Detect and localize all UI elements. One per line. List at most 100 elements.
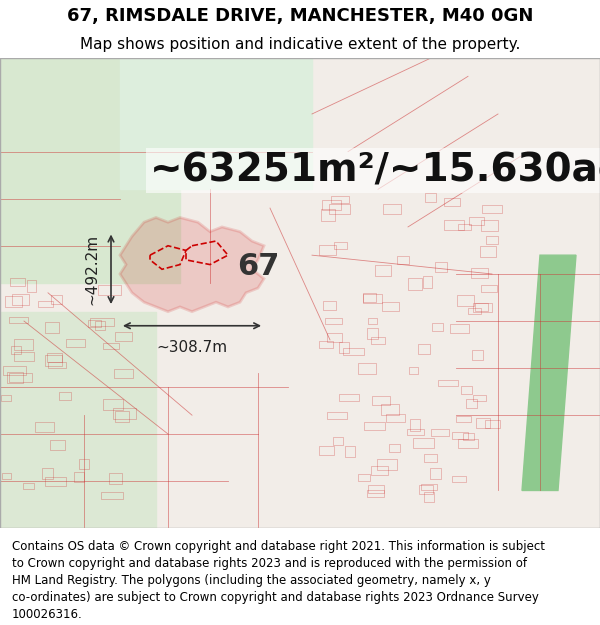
- Bar: [425, 193, 436, 202]
- Bar: [377, 459, 397, 470]
- Text: ~492.2m: ~492.2m: [84, 234, 99, 305]
- Bar: [380, 404, 399, 415]
- Bar: [319, 446, 334, 456]
- Text: HM Land Registry. The polygons (including the associated geometry, namely x, y: HM Land Registry. The polygons (includin…: [12, 574, 491, 587]
- Bar: [101, 492, 122, 499]
- Bar: [424, 454, 437, 462]
- Bar: [372, 396, 390, 405]
- Bar: [319, 341, 333, 348]
- Bar: [364, 422, 385, 430]
- Bar: [47, 353, 62, 362]
- Bar: [424, 492, 434, 502]
- Bar: [13, 294, 29, 305]
- Bar: [358, 363, 376, 374]
- Bar: [475, 303, 488, 311]
- Bar: [45, 477, 66, 486]
- Bar: [481, 286, 497, 292]
- Polygon shape: [522, 255, 576, 491]
- Bar: [38, 301, 53, 306]
- Bar: [2, 473, 11, 479]
- Bar: [421, 484, 437, 491]
- Bar: [485, 236, 498, 244]
- Bar: [371, 337, 385, 344]
- Bar: [481, 219, 497, 231]
- Bar: [445, 220, 464, 230]
- Bar: [468, 308, 481, 314]
- Polygon shape: [0, 58, 180, 283]
- Bar: [367, 491, 383, 497]
- Bar: [113, 408, 136, 419]
- Text: 67: 67: [237, 253, 279, 281]
- Bar: [322, 200, 341, 210]
- Bar: [452, 476, 466, 482]
- Bar: [10, 279, 25, 286]
- Bar: [458, 439, 478, 448]
- Bar: [409, 368, 418, 374]
- Bar: [457, 295, 475, 306]
- Bar: [457, 416, 470, 422]
- Bar: [66, 339, 85, 346]
- Bar: [371, 466, 388, 475]
- Bar: [407, 429, 424, 435]
- Bar: [320, 209, 335, 221]
- Bar: [472, 350, 483, 360]
- Bar: [3, 366, 26, 375]
- Bar: [451, 324, 469, 333]
- Bar: [329, 204, 350, 214]
- Bar: [358, 474, 370, 481]
- Bar: [51, 296, 62, 304]
- Bar: [88, 320, 101, 327]
- Bar: [331, 196, 349, 202]
- Text: ~308.7m: ~308.7m: [157, 340, 227, 355]
- Bar: [48, 362, 67, 368]
- Bar: [397, 256, 409, 264]
- Bar: [339, 342, 349, 353]
- Bar: [463, 433, 474, 439]
- Bar: [386, 414, 404, 422]
- Bar: [466, 399, 477, 408]
- Bar: [14, 352, 34, 361]
- Bar: [368, 484, 384, 493]
- Bar: [44, 321, 59, 333]
- Bar: [11, 346, 22, 354]
- Polygon shape: [0, 312, 156, 528]
- Bar: [431, 429, 449, 436]
- Bar: [345, 446, 355, 457]
- Bar: [422, 276, 432, 288]
- Bar: [115, 332, 132, 341]
- Bar: [50, 439, 65, 450]
- Bar: [23, 484, 34, 489]
- Bar: [115, 411, 129, 422]
- Bar: [418, 344, 430, 354]
- Bar: [327, 412, 347, 419]
- Bar: [103, 342, 119, 349]
- Bar: [363, 293, 376, 302]
- Bar: [473, 302, 492, 311]
- Bar: [103, 399, 123, 410]
- Bar: [334, 437, 343, 444]
- Bar: [367, 328, 377, 339]
- Bar: [430, 468, 440, 479]
- Bar: [319, 245, 337, 255]
- Polygon shape: [120, 58, 312, 189]
- Text: 100026316.: 100026316.: [12, 608, 83, 621]
- Bar: [59, 392, 71, 400]
- Bar: [433, 323, 443, 331]
- Bar: [339, 394, 359, 401]
- Bar: [389, 444, 400, 452]
- Bar: [343, 348, 364, 355]
- Bar: [445, 199, 460, 206]
- Bar: [114, 369, 133, 378]
- Bar: [413, 438, 434, 448]
- Bar: [408, 278, 422, 289]
- Bar: [35, 422, 54, 432]
- Bar: [42, 468, 53, 479]
- Bar: [363, 294, 382, 302]
- Bar: [98, 285, 121, 295]
- Bar: [5, 296, 22, 308]
- Bar: [452, 432, 469, 439]
- Text: Map shows position and indicative extent of the property.: Map shows position and indicative extent…: [80, 38, 520, 53]
- Bar: [419, 484, 433, 494]
- Bar: [382, 302, 398, 311]
- Bar: [79, 459, 89, 469]
